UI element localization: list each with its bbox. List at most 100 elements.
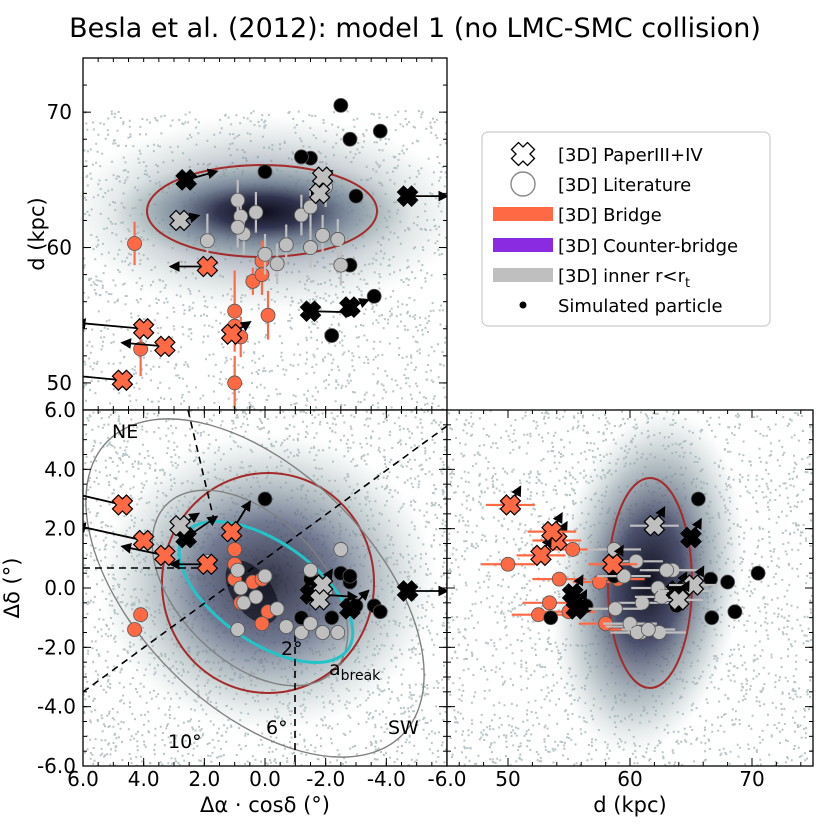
- paper-cross-marker: [308, 589, 331, 611]
- tick-label: 2.0: [188, 767, 220, 791]
- minor-ticks: [458, 410, 802, 766]
- literature-point: [342, 131, 358, 147]
- panel-distance-vs-ra: 50 60 70 d (kpc): [25, 57, 448, 411]
- tick-label: 50: [495, 767, 520, 791]
- literature-point: [236, 595, 252, 611]
- tick-label: 60: [47, 236, 72, 260]
- paper-cross-marker: [220, 323, 243, 346]
- tick-label: 0.0: [44, 576, 76, 600]
- literature-point: [333, 97, 349, 113]
- paper-cross-marker: [339, 597, 361, 620]
- tick-label: -2.0: [37, 635, 76, 659]
- paper-cross-marker: [308, 182, 331, 205]
- tick-label: -6.0: [37, 754, 76, 778]
- literature-point: [269, 256, 285, 272]
- literature-point: [640, 622, 656, 637]
- literature-point: [531, 607, 546, 623]
- paper-cross-marker: [643, 514, 666, 537]
- tick-label: 6.0: [67, 767, 99, 791]
- tick-label: 2.0: [44, 517, 76, 541]
- tick-label: 6.0: [44, 398, 76, 422]
- legend-label: [3D] Counter-bridge: [558, 236, 738, 257]
- paper-cross-marker: [175, 168, 197, 191]
- paper-cross-marker: [132, 529, 155, 552]
- label-6deg: 6°: [266, 717, 288, 739]
- label-10deg: 10°: [168, 731, 202, 753]
- tick-label: 4.0: [128, 767, 160, 791]
- literature-point: [127, 236, 142, 251]
- literature-point: [227, 375, 243, 391]
- literature-point: [230, 562, 246, 578]
- literature-point: [704, 610, 720, 626]
- literature-point: [727, 604, 743, 620]
- paper-cross-marker: [311, 574, 334, 596]
- legend-subscript: t: [685, 276, 690, 291]
- literature-point: [333, 257, 349, 273]
- literature-point: [330, 232, 346, 247]
- paper-cross-marker: [396, 185, 419, 207]
- tick-label: 70: [47, 100, 72, 124]
- tick-label: -4.0: [37, 695, 76, 719]
- top-data-marks: [83, 97, 447, 410]
- literature-point: [551, 571, 567, 587]
- dashed-line-diagonal: [83, 425, 447, 693]
- literature-point: [324, 610, 340, 626]
- minor-ticks: [447, 409, 813, 767]
- legend-dot-icon: [519, 301, 527, 309]
- paper-cross-marker: [530, 544, 552, 567]
- proper-motion-arrow: [83, 318, 144, 330]
- bl-xlabel: Δα · cosδ (°): [200, 793, 330, 817]
- literature-point: [659, 562, 674, 578]
- paper-cross-marker: [680, 526, 702, 549]
- literature-point: [372, 604, 388, 620]
- chart-title: Besla et al. (2012): model 1 (no LMC-SMC…: [69, 13, 761, 44]
- paper-cross-marker: [154, 335, 176, 358]
- legend-label: [3D] Literature: [558, 175, 691, 196]
- literature-point: [342, 568, 358, 584]
- literature-point: [303, 562, 318, 578]
- br-ticks: 50 60 70: [447, 409, 813, 791]
- literature-point: [257, 164, 273, 180]
- paper-cross-marker: [169, 514, 191, 537]
- literature-point: [542, 595, 557, 611]
- tick-label: 0.0: [249, 767, 281, 791]
- label-abreak: abreak: [329, 658, 381, 684]
- literature-point: [278, 237, 294, 253]
- paper-cross-marker: [396, 580, 419, 602]
- tick-label: 50: [47, 371, 72, 395]
- literature-point: [303, 616, 318, 631]
- proper-motion-arrow: [83, 494, 123, 506]
- paper-cross-marker: [132, 317, 155, 340]
- literature-point: [324, 328, 340, 343]
- literature-point: [254, 267, 270, 283]
- tick-label: -6.0: [427, 767, 466, 791]
- paper-cross-marker: [541, 520, 563, 543]
- literature-point: [372, 123, 388, 139]
- minor-ticks: [82, 58, 448, 410]
- literature-point: [227, 542, 243, 557]
- literature-point: [133, 341, 149, 357]
- literature-point: [293, 149, 309, 165]
- paper-cross-marker: [499, 494, 522, 516]
- ellipse-6deg: [151, 489, 349, 687]
- top-ticks: 50 60 70: [47, 57, 448, 411]
- literature-point: [366, 288, 382, 304]
- literature-point: [257, 491, 273, 507]
- literature-point: [616, 568, 632, 584]
- literature-point: [269, 601, 285, 617]
- literature-point: [233, 580, 249, 596]
- literature-point: [230, 219, 246, 235]
- literature-point: [230, 622, 246, 637]
- literature-point: [230, 192, 246, 208]
- legend-box: [481, 131, 771, 327]
- paper-cross-marker: [196, 255, 219, 278]
- literature-point: [293, 625, 309, 640]
- literature-point: [278, 619, 294, 634]
- paper-cross-marker: [667, 589, 690, 611]
- label-sw: SW: [388, 717, 419, 739]
- legend-label: Simulated particle: [558, 296, 723, 317]
- paper-cross-marker: [311, 166, 334, 188]
- legend-cross-icon: [510, 141, 536, 167]
- minor-ticks: [83, 57, 447, 411]
